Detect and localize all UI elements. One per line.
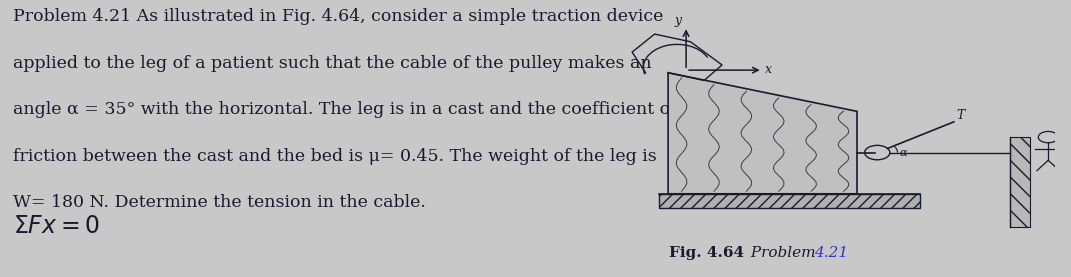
Text: T: T — [956, 109, 965, 122]
Text: Problem 4.21 As illustrated in Fig. 4.64, consider a simple traction device: Problem 4.21 As illustrated in Fig. 4.64… — [13, 8, 663, 25]
Bar — [1010, 137, 1030, 227]
Text: friction between the cast and the bed is μ= 0.45. The weight of the leg is: friction between the cast and the bed is… — [13, 148, 657, 165]
Text: Fig. 4.64: Fig. 4.64 — [669, 246, 744, 260]
Text: angle α = 35° with the horizontal. The leg is in a cast and the coefficient of: angle α = 35° with the horizontal. The l… — [13, 101, 677, 118]
Bar — [659, 194, 920, 208]
Text: $\Sigma Fx = 0$: $\Sigma Fx = 0$ — [13, 215, 100, 238]
Text: 4.21: 4.21 — [814, 246, 848, 260]
Text: W= 180 N. Determine the tension in the cable.: W= 180 N. Determine the tension in the c… — [13, 194, 426, 211]
Text: α: α — [900, 148, 907, 158]
Polygon shape — [668, 73, 857, 194]
Text: x: x — [765, 63, 772, 76]
Text: y: y — [675, 14, 682, 27]
Text: Problem: Problem — [746, 246, 821, 260]
Text: applied to the leg of a patient such that the cable of the pulley makes an: applied to the leg of a patient such tha… — [13, 55, 651, 72]
